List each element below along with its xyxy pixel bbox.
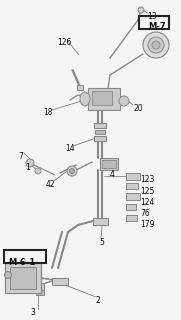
Text: 5: 5: [99, 238, 104, 247]
Bar: [93, 218, 108, 225]
Text: 123: 123: [140, 175, 154, 184]
Bar: [88, 88, 120, 110]
Text: 4: 4: [110, 170, 115, 179]
Bar: [95, 130, 105, 134]
Bar: [126, 215, 137, 221]
Text: 126: 126: [57, 38, 71, 47]
Text: 7: 7: [18, 152, 23, 161]
Text: 18: 18: [43, 108, 52, 117]
Text: 125: 125: [140, 187, 154, 196]
Bar: [102, 160, 116, 168]
Bar: [92, 91, 112, 105]
Text: 20: 20: [133, 104, 143, 113]
Circle shape: [5, 271, 12, 278]
Bar: [77, 85, 83, 90]
Circle shape: [138, 7, 144, 13]
Bar: [100, 158, 118, 170]
Circle shape: [148, 37, 164, 53]
Bar: [5, 263, 41, 293]
Bar: [10, 267, 36, 289]
Bar: [126, 204, 136, 210]
Ellipse shape: [80, 92, 90, 106]
Text: 76: 76: [140, 209, 150, 218]
Circle shape: [35, 168, 41, 174]
Text: 1: 1: [25, 163, 30, 172]
Text: 42: 42: [46, 180, 56, 189]
Circle shape: [152, 41, 160, 49]
Bar: [36, 290, 44, 295]
Circle shape: [67, 166, 77, 176]
Text: 2: 2: [96, 296, 101, 305]
Bar: [126, 173, 140, 180]
Text: 13: 13: [147, 12, 157, 21]
Text: 179: 179: [140, 220, 155, 229]
Bar: [126, 183, 138, 189]
Bar: [139, 16, 169, 29]
Text: 14: 14: [65, 144, 75, 153]
Text: 124: 124: [140, 198, 154, 207]
Circle shape: [26, 159, 34, 167]
Circle shape: [119, 96, 129, 106]
Bar: [126, 193, 140, 200]
Text: M-6-1: M-6-1: [8, 258, 35, 267]
Bar: [94, 123, 106, 128]
Text: M-7: M-7: [148, 22, 166, 31]
Bar: [52, 278, 68, 285]
Circle shape: [70, 169, 75, 173]
Bar: [4, 250, 46, 263]
Circle shape: [143, 32, 169, 58]
Bar: [94, 136, 106, 141]
Bar: [30, 283, 44, 290]
Text: 3: 3: [30, 308, 35, 317]
